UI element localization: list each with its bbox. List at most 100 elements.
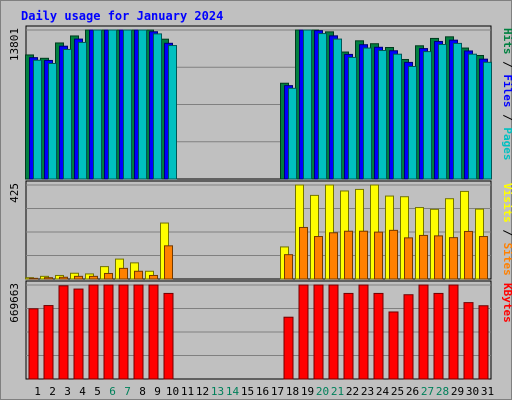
- bar-visits-sites-day-27: [419, 234, 428, 280]
- bar-kbytes-kbytes-day-27: [418, 284, 429, 380]
- bar-kbytes-kbytes-day-6: [103, 284, 114, 380]
- bar-kbytes-kbytes-day-2: [43, 305, 54, 380]
- bar-hits-pages-day-2: [48, 62, 57, 180]
- x-tick-day-30: 30: [466, 385, 479, 398]
- bar-kbytes-kbytes-day-26: [403, 294, 414, 380]
- x-tick-day-29: 29: [451, 385, 464, 398]
- x-tick-day-14: 14: [226, 385, 240, 398]
- bar-visits-sites-day-2: [44, 277, 53, 280]
- bar-hits-pages-day-7: [123, 29, 132, 180]
- bar-hits-pages-day-6: [108, 29, 117, 180]
- bar-hits-pages-day-31: [483, 61, 492, 180]
- bar-visits-sites-day-29: [449, 237, 458, 280]
- bar-visits-sites-day-20: [314, 236, 323, 280]
- bar-kbytes-kbytes-day-30: [463, 302, 474, 380]
- x-tick-day-6: 6: [109, 385, 116, 398]
- bar-kbytes-kbytes-day-5: [88, 284, 99, 380]
- bar-visits-sites-day-18: [284, 254, 293, 280]
- x-tick-day-3: 3: [64, 385, 71, 398]
- chart-title: Daily usage for January 2024: [21, 9, 223, 23]
- bar-hits-pages-day-30: [468, 53, 477, 180]
- legend-separator: /: [501, 55, 512, 75]
- legend-item-sites: Sites: [501, 243, 512, 276]
- bar-visits-sites-day-19: [299, 226, 308, 280]
- legend-item-hits: Hits: [501, 28, 512, 55]
- bar-hits-pages-day-9: [153, 33, 162, 180]
- x-tick-day-5: 5: [94, 385, 101, 398]
- x-tick-day-16: 16: [256, 385, 269, 398]
- bar-visits-sites-day-26: [404, 237, 413, 280]
- bar-hits-pages-day-21: [333, 38, 342, 180]
- bar-visits-sites-day-4: [74, 275, 83, 280]
- bar-hits-pages-day-26: [408, 66, 417, 180]
- bar-visits-sites-day-24: [374, 231, 383, 280]
- legend-separator: /: [501, 223, 512, 243]
- bar-hits-pages-day-24: [378, 50, 387, 180]
- x-tick-day-8: 8: [139, 385, 146, 398]
- x-tick-day-2: 2: [49, 385, 56, 398]
- bar-hits-pages-day-1: [33, 59, 42, 180]
- panel-hits-max-label: 13801: [8, 28, 21, 61]
- legend-item-files: Files: [501, 74, 512, 107]
- bar-kbytes-kbytes-day-1: [28, 308, 39, 380]
- x-tick-day-11: 11: [181, 385, 194, 398]
- x-tick-day-20: 20: [316, 385, 329, 398]
- bar-visits-sites-day-22: [344, 230, 353, 280]
- panel-visits-legend: Visits / Sites: [501, 183, 512, 276]
- x-tick-day-10: 10: [166, 385, 179, 398]
- bar-hits-pages-day-27: [423, 51, 432, 180]
- bar-hits-pages-day-18: [288, 87, 297, 180]
- bar-visits-sites-day-1: [29, 277, 38, 280]
- x-tick-day-26: 26: [406, 385, 419, 398]
- legend-separator: /: [501, 108, 512, 128]
- panel-kbytes-max-label: 669663: [8, 283, 21, 323]
- legend-item-visits: Visits: [501, 183, 512, 223]
- x-tick-day-12: 12: [196, 385, 209, 398]
- bar-kbytes-kbytes-day-3: [58, 285, 69, 380]
- x-axis-labels: 1 2 3 4 5 6 7 8 9 10 11 12 13 14 15 16 17 18 19 20 21 22 23 24 2…: [34, 385, 494, 398]
- bar-hits-pages-day-28: [438, 43, 447, 180]
- bar-visits-sites-day-7: [119, 267, 128, 280]
- bar-kbytes-kbytes-day-31: [478, 305, 489, 380]
- bar-visits-sites-day-9: [149, 274, 158, 280]
- x-tick-day-7: 7: [124, 385, 131, 398]
- bar-hits-pages-day-4: [78, 41, 87, 180]
- panel-kbytes-legend: KBytes: [501, 283, 512, 323]
- x-tick-day-27: 27: [421, 385, 434, 398]
- panel-visits-plot-area: [25, 180, 492, 280]
- bar-kbytes-kbytes-day-29: [448, 284, 459, 380]
- legend-item-kbytes: KBytes: [501, 283, 512, 323]
- bar-hits-pages-day-3: [63, 48, 72, 180]
- bar-kbytes-kbytes-day-9: [148, 284, 159, 380]
- bar-hits-pages-day-8: [138, 29, 147, 180]
- bar-kbytes-kbytes-day-24: [373, 292, 384, 380]
- x-tick-day-4: 4: [79, 385, 86, 398]
- legend-item-pages: Pages: [501, 127, 512, 160]
- x-tick-day-22: 22: [346, 385, 359, 398]
- x-tick-day-28: 28: [436, 385, 449, 398]
- bar-hits-pages-day-5: [93, 29, 102, 180]
- bar-visits-sites-day-8: [134, 270, 143, 280]
- bar-visits-sites-day-21: [329, 232, 338, 280]
- bar-hits-pages-day-23: [363, 47, 372, 180]
- bar-visits-sites-day-30: [464, 230, 473, 280]
- bar-hits-pages-day-19: [303, 29, 312, 180]
- bar-kbytes-kbytes-day-20: [313, 284, 324, 380]
- bar-kbytes-kbytes-day-8: [133, 284, 144, 380]
- x-tick-day-24: 24: [376, 385, 390, 398]
- x-tick-day-23: 23: [361, 385, 374, 398]
- panel-visits: 425 Visits / Sites: [8, 180, 512, 280]
- bar-visits-sites-day-10: [164, 245, 173, 280]
- x-tick-day-13: 13: [211, 385, 224, 398]
- x-tick-day-9: 9: [154, 385, 161, 398]
- bar-hits-pages-day-20: [318, 33, 327, 180]
- x-tick-day-31: 31: [481, 385, 494, 398]
- bar-visits-sites-day-28: [434, 235, 443, 280]
- bar-kbytes-kbytes-day-4: [73, 288, 84, 380]
- bar-kbytes-kbytes-day-22: [343, 292, 354, 380]
- bar-hits-pages-day-29: [453, 42, 462, 180]
- chart-panels: 13801 Hits / Files / Pages 425 Visits / Sit…: [8, 25, 512, 380]
- bar-hits-pages-day-10: [168, 45, 177, 180]
- x-tick-day-17: 17: [271, 385, 284, 398]
